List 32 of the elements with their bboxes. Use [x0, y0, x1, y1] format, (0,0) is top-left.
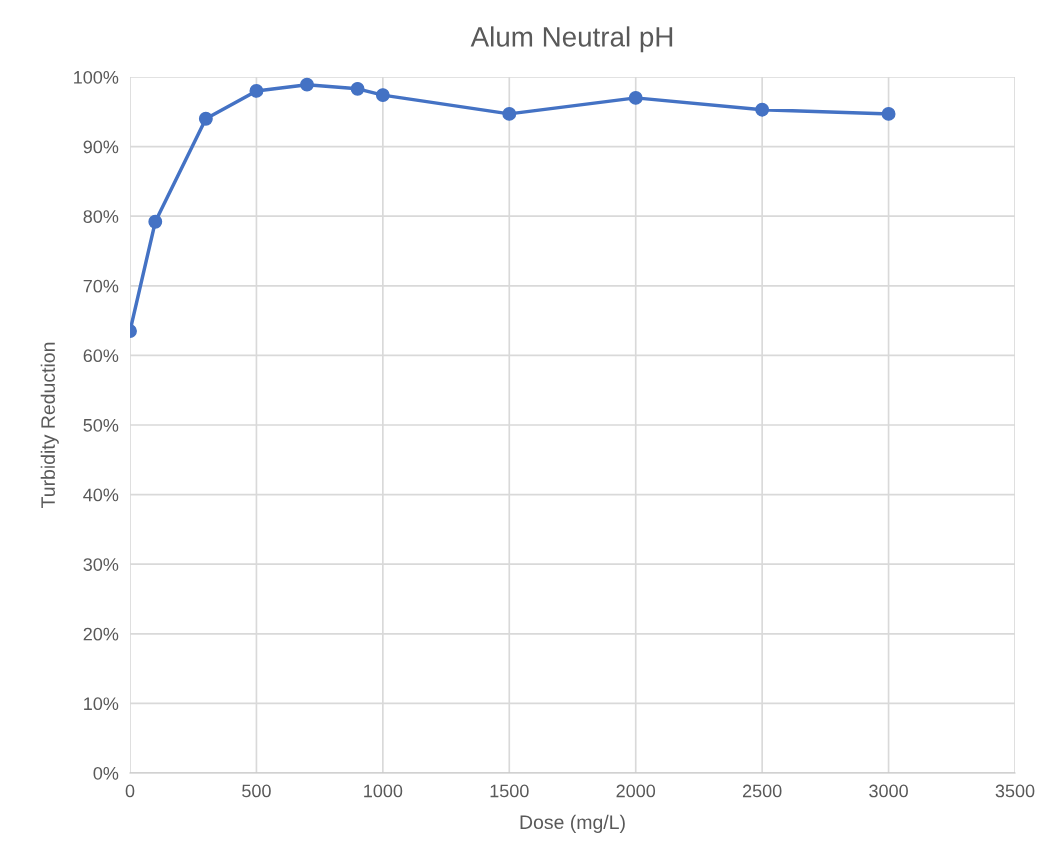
point	[628, 90, 643, 105]
point	[755, 102, 770, 117]
x-tick-label: 2000	[616, 784, 656, 798]
x-tick-label: 500	[242, 784, 271, 798]
y-tick-label: 30%	[83, 558, 119, 571]
x-tick-label: 3500	[995, 784, 1035, 798]
y-tick-label: 40%	[83, 488, 119, 502]
point	[148, 214, 163, 229]
y-axis-title: Turbidity Reduction	[40, 342, 59, 508]
point	[350, 81, 365, 96]
point	[300, 77, 314, 92]
x-tick-label: 1000	[364, 784, 403, 798]
x-tick-label: 3000	[869, 784, 908, 798]
y-tick-label: 60%	[83, 349, 119, 363]
point	[249, 83, 264, 98]
y-tick-label: 80%	[83, 210, 119, 223]
x-axis-title: Dose (mg/L)	[520, 814, 625, 833]
point	[198, 111, 213, 126]
y-tick-label: 20%	[83, 627, 119, 641]
point	[881, 106, 896, 121]
x-tick-label: 1500	[490, 784, 529, 798]
y-tick-label: 50%	[83, 418, 119, 432]
point	[375, 88, 390, 103]
y-tick-label: 100%	[74, 70, 119, 84]
y-tick-label: 0%	[93, 766, 119, 780]
x-tick-label: 0	[125, 784, 135, 798]
y-tick-label: 90%	[83, 140, 119, 154]
chart-title: Alum Neutral pH	[470, 26, 673, 53]
x-tick-label: 2500	[742, 784, 782, 798]
point	[502, 106, 517, 121]
y-tick-label: 10%	[84, 697, 119, 711]
y-tick-label: 70%	[83, 279, 119, 293]
